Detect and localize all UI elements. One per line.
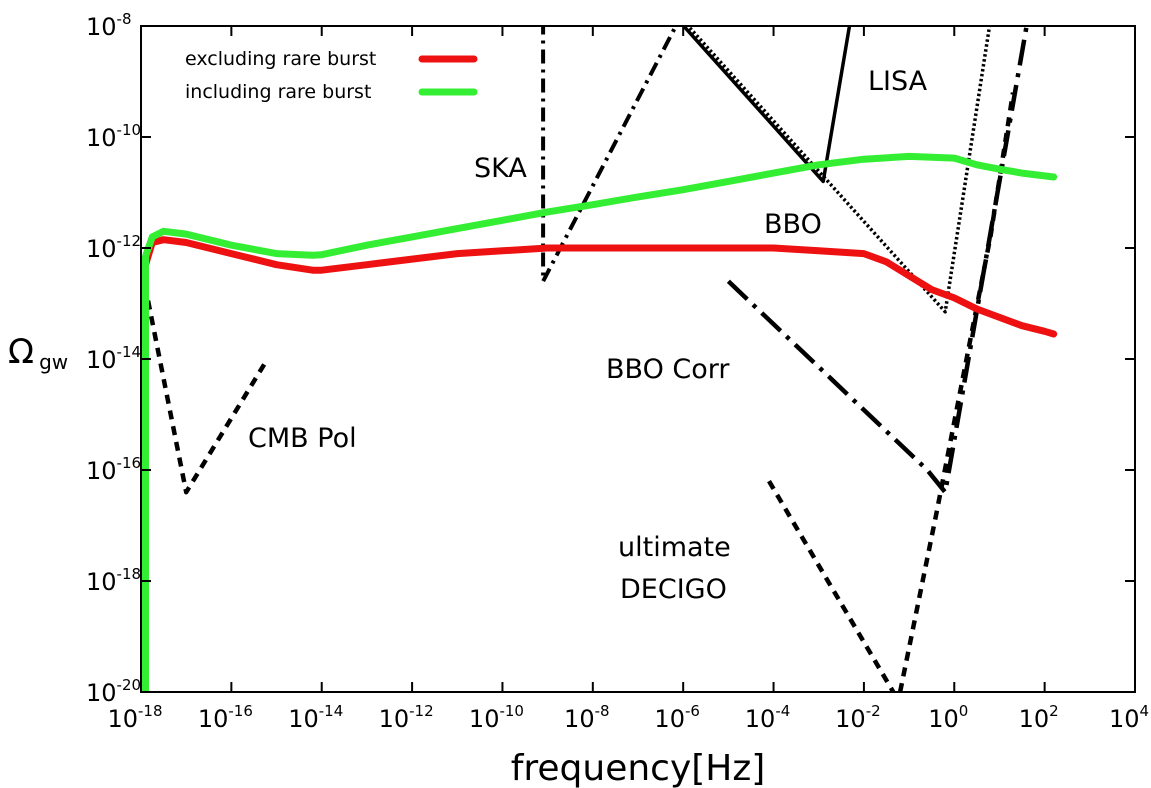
annotation-lisa: LISA — [868, 66, 928, 97]
annotation-bbo-corr: BBO Corr — [606, 354, 730, 385]
sensitivity-curve-decigo-right — [897, 92, 1016, 692]
sensitivity-curve-bbo-corr — [726, 26, 1029, 495]
x-tick-label: 102 — [1019, 702, 1059, 733]
x-tick-label: 10-10 — [469, 702, 524, 733]
x-tick-label: 10-14 — [288, 702, 343, 733]
sensitivity-curves — [141, 26, 1029, 692]
y-tick-label: 10-10 — [86, 121, 141, 152]
legend: excluding rare burst including rare burst — [185, 48, 478, 103]
sensitivity-curve-ska — [541, 26, 679, 284]
annotations: LISA SKA BBO BBO Corr CMB Pol ultimate DECIGO — [248, 66, 928, 605]
y-tick-label: 10-16 — [86, 454, 141, 485]
annotation-decigo-1: ultimate — [618, 532, 731, 563]
series-line-1 — [142, 236, 1058, 692]
x-tick-label: 10-2 — [835, 702, 881, 733]
sensitivity-curve-ultimate-decigo — [767, 479, 896, 692]
y-axis-label-base: Ω — [8, 332, 34, 372]
y-axis-label: Ω gw — [8, 332, 68, 374]
x-tick-label: 10-4 — [745, 702, 791, 733]
y-tick-label: 10-12 — [86, 232, 141, 263]
x-tick-label: 10-12 — [379, 702, 434, 733]
y-tick-label: 10-8 — [86, 10, 132, 41]
x-tick-label: 10-8 — [564, 702, 610, 733]
y-tick-label: 10-20 — [86, 676, 141, 707]
x-tick-label: 10-6 — [654, 702, 700, 733]
x-tick-label: 100 — [928, 702, 968, 733]
sensitivity-curve-lisa — [681, 26, 852, 184]
series-line-2 — [142, 152, 1058, 692]
x-tick-label: 104 — [1109, 702, 1149, 733]
annotation-decigo-2: DECIGO — [620, 574, 727, 605]
x-axis-label: frequency[Hz] — [511, 748, 766, 788]
x-tick-label: 10-16 — [198, 702, 253, 733]
y-tick-label: 10-18 — [86, 565, 141, 596]
x-tick-label: 10-18 — [107, 702, 162, 733]
sensitivity-curve-cmb-pol — [141, 253, 270, 495]
legend-label-2: including rare burst — [185, 81, 371, 103]
annotation-bbo: BBO — [764, 209, 822, 240]
y-tick-label: 10-14 — [86, 343, 141, 374]
sensitivity-curve-bbo — [685, 26, 992, 314]
legend-label-1: excluding rare burst — [185, 48, 376, 70]
annotation-cmb-pol: CMB Pol — [248, 423, 357, 454]
axis-ticks: 10-18 10-16 10-14 10-12 10-10 10-8 10-6 10-4 10-… — [86, 10, 1149, 733]
series-lines — [142, 152, 1058, 692]
y-axis-label-sub: gw — [39, 350, 68, 374]
annotation-ska: SKA — [474, 153, 527, 184]
